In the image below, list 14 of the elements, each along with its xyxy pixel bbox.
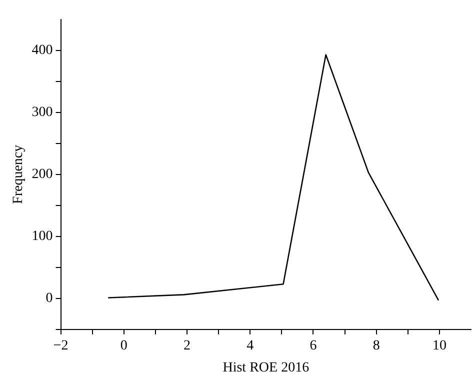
x-tick-label: −2 — [53, 338, 68, 354]
y-tick-label: 400 — [32, 43, 53, 58]
x-tick-label: 6 — [310, 338, 317, 354]
y-tick-label: 200 — [32, 167, 53, 182]
x-tick-label: 8 — [372, 338, 380, 354]
x-tick-label: 4 — [246, 338, 254, 354]
x-axis-title: Hist ROE 2016 — [222, 360, 310, 376]
x-tick-label: 10 — [432, 338, 446, 354]
x-tick-label: 2 — [184, 338, 191, 354]
y-axis-title: Frequency — [11, 144, 26, 204]
y-tick-label: 100 — [32, 229, 53, 244]
x-tick-label: 0 — [120, 338, 128, 354]
y-tick-label: 0 — [46, 291, 53, 306]
y-tick-label: 300 — [32, 105, 53, 120]
